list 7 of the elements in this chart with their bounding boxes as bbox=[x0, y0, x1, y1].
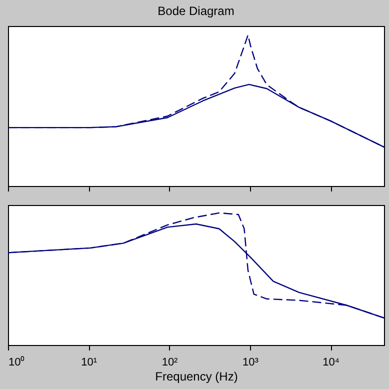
x-tick-label: 10¹ bbox=[81, 356, 98, 368]
x-axis-title: Frequency (Hz) bbox=[155, 370, 238, 384]
x-tick-label: 10⁰ bbox=[8, 356, 25, 368]
x-tick-label: 10³ bbox=[242, 356, 259, 368]
x-tick-label: 10² bbox=[162, 356, 178, 368]
chart-title: Bode Diagram bbox=[158, 4, 234, 18]
x-tick-label: 10⁴ bbox=[322, 356, 340, 368]
